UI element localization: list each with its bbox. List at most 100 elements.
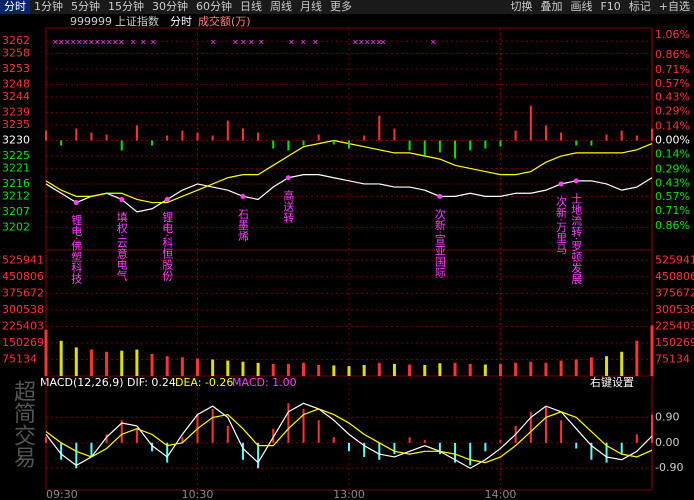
toolbar-item[interactable]: 分时	[0, 0, 30, 14]
toolbar-item[interactable]: 60分钟	[196, 0, 232, 13]
macd-bar	[363, 442, 366, 457]
breadth-bar	[514, 130, 517, 141]
toolbar-item[interactable]: 日线	[240, 0, 262, 13]
volume-bar	[529, 361, 533, 376]
toolbar-item[interactable]: 30分钟	[152, 0, 188, 13]
toolbar-item[interactable]: F10	[600, 0, 621, 13]
signal-marker: ×	[82, 38, 89, 47]
breadth-bar	[651, 128, 653, 141]
name: 上证指数	[115, 14, 159, 28]
annotation: 填权·云意电气	[115, 210, 128, 281]
toolbar-item[interactable]: 画线	[570, 0, 593, 13]
breadth-bar	[454, 140, 457, 159]
volume-bar	[196, 358, 199, 376]
toolbar-item[interactable]: 5分钟	[71, 0, 100, 13]
breadth-bar	[166, 135, 169, 141]
toolbar-item[interactable]: 更多	[330, 0, 352, 13]
settings[interactable]: 右键设置	[590, 375, 634, 389]
x-tick-label: 14:00	[485, 488, 517, 500]
breadth-bar	[241, 128, 244, 141]
volume-bar	[453, 362, 457, 376]
macd-bar	[302, 408, 305, 443]
signal-marker: ×	[248, 38, 255, 47]
signal-marker: ×	[100, 38, 107, 47]
y2-tick-label: 225403	[655, 319, 694, 332]
breadth-bar	[590, 140, 593, 146]
y-tick-label: 3235	[2, 118, 30, 131]
breadth-bar	[499, 140, 502, 147]
signal-marker: ×	[358, 38, 365, 47]
macd-bar	[651, 414, 653, 443]
y2-tick-label: 375672	[655, 286, 694, 299]
y-tick-label: 450806	[2, 270, 44, 283]
y-tick-label: 3225	[2, 149, 30, 162]
signal-marker: ×	[370, 38, 377, 47]
y-tick-label: 3239	[2, 106, 30, 119]
signal-marker: ×	[312, 38, 319, 47]
y2-tick-label: 0.43%	[655, 176, 690, 189]
toolbar-item[interactable]: 标记	[628, 0, 651, 13]
signal-marker: ×	[52, 38, 59, 47]
breadth-bar	[226, 120, 229, 141]
macd-bar	[241, 442, 244, 460]
volume-bar	[165, 356, 169, 376]
y-tick-label: 3262	[2, 34, 30, 47]
macd-bar	[635, 434, 638, 443]
volume-bar	[256, 362, 260, 376]
volume-bar	[514, 362, 518, 376]
breadth-bar	[348, 140, 350, 149]
macd-dea: DEA: -0.26	[175, 376, 233, 389]
breadth-bar	[620, 130, 623, 141]
signal-marker: ×	[106, 38, 113, 47]
macd-bar	[605, 442, 608, 463]
volume-bar	[317, 364, 321, 376]
breadth-bar	[90, 132, 93, 141]
signal-marker: ×	[88, 38, 95, 47]
signal-marker: ×	[232, 38, 239, 47]
y-tick-label: 3216	[2, 177, 30, 190]
breadth-bar	[120, 140, 123, 151]
annotation: 土地流转·罗顿发展	[570, 193, 583, 285]
breadth-bar	[211, 135, 214, 141]
x-tick-label: 09:30	[46, 488, 78, 500]
toolbar-item[interactable]: +自选	[658, 0, 690, 13]
y2-tick-label: 0.00%	[655, 134, 690, 147]
volume-bar	[620, 351, 624, 376]
y-tick-label: 3258	[2, 47, 30, 60]
x-tick-label: 13:00	[333, 488, 365, 500]
breadth-bar	[60, 140, 63, 146]
volume-bar	[468, 363, 472, 376]
macd-line	[45, 408, 653, 464]
toolbar-item[interactable]: 叠加	[540, 0, 563, 13]
toolbar-item[interactable]: 切换	[510, 0, 533, 13]
volume-bar	[44, 329, 48, 376]
y2-tick-label: 0.90	[655, 410, 680, 423]
volume-bar	[226, 360, 230, 376]
volume-bar	[150, 353, 154, 376]
mode: 分时	[170, 15, 192, 28]
breadth-bar	[393, 128, 396, 141]
breadth-bar	[105, 134, 108, 141]
breadth-bar	[151, 140, 154, 146]
toolbar-item[interactable]: 1分钟	[34, 0, 63, 13]
toolbar-item[interactable]: 周线	[270, 0, 292, 13]
toolbar-item[interactable]: 15分钟	[108, 0, 144, 13]
y2-tick-label: 300538	[655, 303, 694, 316]
breadth-bar	[135, 125, 138, 141]
y-tick-label: 3253	[2, 62, 30, 75]
signal-marker: ×	[300, 38, 307, 47]
toolbar-item[interactable]: 月线	[300, 0, 322, 13]
y-tick-label: 3202	[2, 220, 30, 233]
signal-marker: ×	[130, 38, 137, 47]
breadth-bar	[302, 140, 305, 146]
macd-bar	[90, 442, 93, 457]
breadth-bar	[332, 140, 335, 145]
y-tick-label: 225403	[2, 319, 44, 332]
macd-bar	[408, 437, 411, 443]
macd-bar	[60, 442, 63, 460]
volume-bar	[650, 325, 654, 376]
y2-tick-label: 0.14%	[655, 147, 690, 160]
signal-marker: ×	[150, 38, 157, 47]
signal-marker: ×	[376, 38, 383, 47]
volume-bar	[332, 365, 336, 376]
